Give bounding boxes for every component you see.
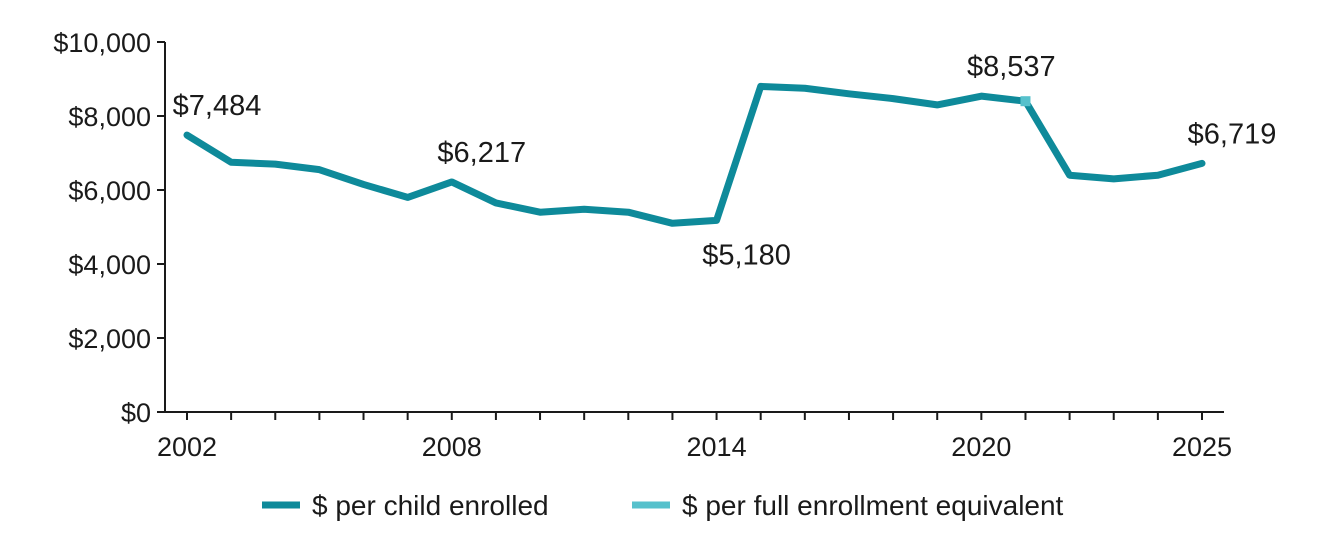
series-line-2 — [1021, 97, 1206, 183]
y-axis-ticks: $0 $2,000 $4,000 $6,000 $8,000 $10,000 — [53, 28, 165, 428]
x-tick-label: 2014 — [687, 432, 747, 462]
data-label: $5,180 — [702, 239, 791, 271]
x-tick-label: 2025 — [1172, 432, 1232, 462]
y-tick-label: $8,000 — [68, 102, 151, 132]
legend-label-1: $ per child enrolled — [312, 490, 549, 521]
y-tick-label: $6,000 — [68, 176, 151, 206]
x-tick-label: 2020 — [951, 432, 1011, 462]
data-labels: $7,484 $6,217 $5,180 $8,537 $6,719 — [173, 51, 1277, 271]
legend: $ per child enrolled $ per full enrollmen… — [262, 490, 1064, 521]
series-line-1 — [183, 82, 1029, 227]
y-tick-label: $0 — [121, 398, 151, 428]
data-label: $8,537 — [967, 51, 1056, 83]
y-tick-label: $2,000 — [68, 324, 151, 354]
data-label: $7,484 — [173, 90, 262, 122]
series-marker — [1020, 96, 1031, 107]
data-label: $6,719 — [1188, 118, 1277, 150]
x-axis-ticks: 2002 2008 2014 2020 2025 — [157, 412, 1232, 462]
y-tick-label: $10,000 — [53, 28, 151, 58]
x-tick-label: 2002 — [157, 432, 217, 462]
legend-label-2: $ per full enrollment equivalent — [682, 490, 1064, 521]
y-tick-label: $4,000 — [68, 250, 151, 280]
series-layer — [183, 82, 1206, 227]
x-tick-label: 2008 — [422, 432, 482, 462]
data-label: $6,217 — [437, 137, 526, 169]
